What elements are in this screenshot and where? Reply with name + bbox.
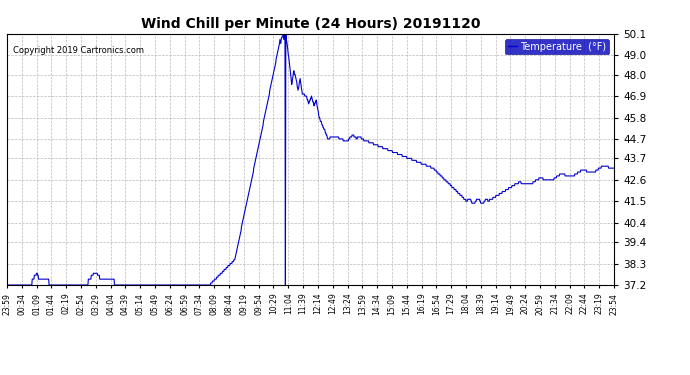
Legend: Temperature  (°F): Temperature (°F) <box>504 39 609 54</box>
Title: Wind Chill per Minute (24 Hours) 20191120: Wind Chill per Minute (24 Hours) 2019112… <box>141 17 480 31</box>
Text: Copyright 2019 Cartronics.com: Copyright 2019 Cartronics.com <box>13 46 144 56</box>
